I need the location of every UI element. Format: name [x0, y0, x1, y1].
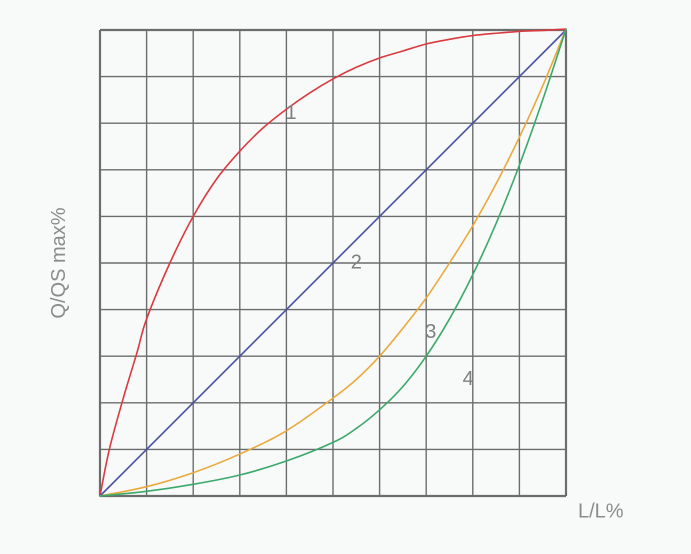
chart-container: 1 2 3 4 Q/QS max% L/L% — [0, 0, 691, 554]
curve-label-2: 2 — [351, 251, 362, 273]
y-axis-label: Q/QS max% — [48, 207, 70, 318]
curve-label-1: 1 — [285, 102, 296, 124]
x-axis-label: L/L% — [578, 501, 624, 523]
curve-label-3: 3 — [425, 321, 436, 343]
chart-background — [0, 0, 691, 554]
curve-label-4: 4 — [463, 368, 474, 390]
